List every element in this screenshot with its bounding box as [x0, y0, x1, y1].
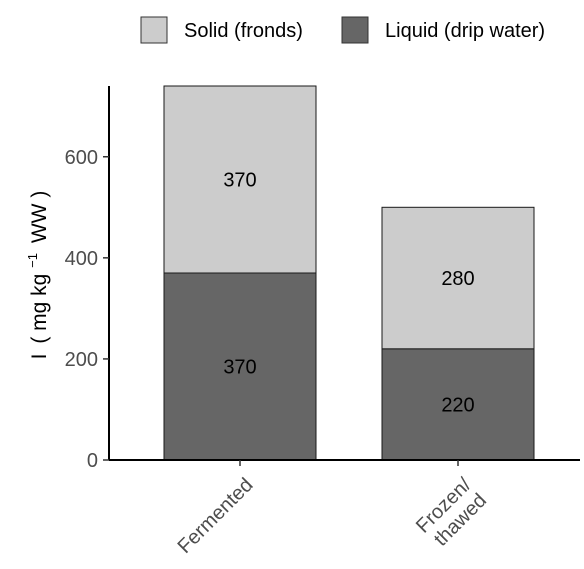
data-label-1-0: 220	[441, 394, 474, 416]
y-tick-label-1: 200	[65, 349, 98, 371]
legend-swatch-1	[341, 16, 369, 44]
x-tick-label-0: Fermented	[174, 474, 258, 558]
legend-label-1: Liquid (drip water)	[385, 20, 545, 42]
data-label-0-0: 370	[223, 357, 256, 379]
bars-layer: 370 370 220 280	[163, 85, 535, 461]
data-label-0-1: 370	[223, 170, 256, 192]
y-axis-title-unit-exponent: −1	[25, 253, 40, 268]
y-axis-title: I ( mg kg −1 WW )	[19, 191, 51, 360]
bar-segment-0-1	[163, 85, 317, 274]
legend: Solid (fronds) Liquid (drip water)	[140, 16, 545, 44]
x-tick-label-1: Frozen/thawed	[412, 474, 491, 553]
legend-swatch-0	[140, 16, 168, 44]
y-tick-label-2: 400	[65, 248, 98, 270]
x-axis: Fermented Frozen/thawed	[109, 459, 580, 558]
legend-label-0: Solid (fronds)	[184, 20, 303, 42]
y-axis: 0 200 400 600	[65, 86, 110, 472]
y-axis-title-unit: mg kg	[28, 274, 51, 331]
bar-segment-1-1	[381, 206, 535, 350]
y-tick-label-0: 0	[87, 450, 98, 472]
y-axis-title-unit-suffix: WW	[28, 203, 51, 243]
y-tick-label-3: 600	[65, 147, 98, 169]
bar-segment-0-0	[163, 272, 317, 461]
y-axis-title-main: I	[28, 354, 51, 360]
data-label-1-1: 280	[441, 268, 474, 290]
